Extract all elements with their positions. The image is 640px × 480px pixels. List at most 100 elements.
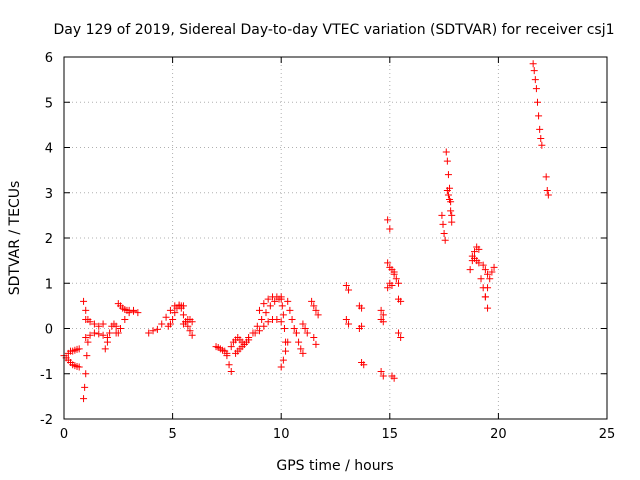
- data-point: [264, 318, 272, 326]
- data-point: [112, 322, 120, 330]
- data-point: [310, 302, 318, 310]
- y-axis-label: SDTVAR / TECUs: [7, 181, 23, 296]
- x-tick-label: 10: [273, 427, 290, 442]
- data-point: [169, 315, 177, 323]
- series-arc-36: [384, 216, 394, 233]
- data-point: [271, 297, 279, 305]
- data-point: [106, 329, 114, 337]
- series-arc-34: [377, 315, 387, 326]
- x-tick-label: 15: [382, 427, 399, 442]
- series-arc-24: [292, 329, 307, 357]
- x-tick-label: 20: [490, 427, 507, 442]
- data-point: [443, 157, 451, 165]
- series-arc-07: [101, 320, 122, 353]
- series-arc-08: [114, 300, 142, 317]
- data-point: [448, 218, 456, 226]
- data-point: [184, 322, 192, 330]
- y-tick-label: 1: [45, 277, 53, 292]
- data-point: [83, 352, 91, 360]
- data-point: [125, 309, 133, 317]
- data-point: [258, 315, 266, 323]
- data-points: [60, 60, 552, 403]
- data-point: [95, 322, 103, 330]
- data-point: [278, 302, 286, 310]
- series-arc-45: [443, 186, 456, 226]
- data-point: [390, 270, 398, 278]
- data-point: [166, 306, 174, 314]
- data-point: [384, 259, 392, 267]
- data-point: [188, 331, 196, 339]
- data-point: [384, 216, 392, 224]
- data-point: [481, 293, 489, 301]
- data-point: [90, 320, 98, 328]
- x-tick-label: 5: [168, 427, 176, 442]
- data-point: [443, 186, 451, 194]
- data-point: [384, 284, 392, 292]
- data-point: [397, 334, 405, 342]
- plot-frame: [63, 56, 608, 420]
- series-arc-33: [377, 306, 387, 319]
- data-point: [397, 297, 405, 305]
- x-tick-label: 25: [599, 427, 616, 442]
- data-point: [245, 334, 253, 342]
- series-arc-14: [212, 343, 231, 357]
- series-arc-38: [384, 279, 396, 292]
- data-point: [255, 306, 263, 314]
- y-tick-label: 4: [45, 142, 53, 157]
- data-point: [284, 338, 292, 346]
- data-point: [82, 306, 90, 314]
- data-point: [301, 325, 309, 332]
- data-point: [535, 112, 543, 120]
- data-point: [273, 315, 281, 323]
- series-arc-52: [542, 173, 552, 199]
- data-point: [299, 320, 307, 328]
- data-point: [312, 340, 320, 348]
- series-arc-01: [60, 352, 83, 371]
- data-point: [286, 306, 294, 314]
- data-point: [544, 191, 552, 199]
- data-point: [358, 322, 366, 330]
- data-point: [227, 367, 235, 375]
- series-arc-28: [342, 282, 353, 294]
- series-arc-44: [442, 148, 456, 219]
- series-arc-05: [82, 315, 107, 330]
- data-point: [149, 327, 157, 335]
- data-point: [538, 141, 546, 149]
- data-point: [342, 315, 350, 323]
- data-point: [310, 334, 318, 342]
- series-arc-06: [82, 329, 111, 342]
- data-point: [442, 148, 450, 156]
- data-point: [116, 325, 124, 332]
- data-point: [262, 309, 270, 317]
- series-arc-10: [145, 301, 187, 337]
- x-tick-label: 0: [60, 427, 68, 442]
- series-arc-32: [358, 358, 368, 369]
- data-point: [444, 171, 452, 179]
- y-tick-label: 0: [45, 323, 53, 338]
- data-point: [530, 67, 538, 75]
- data-point: [95, 330, 103, 338]
- data-point: [475, 245, 483, 253]
- data-point: [488, 268, 496, 276]
- data-point: [377, 306, 385, 314]
- series-arc-31: [355, 322, 366, 332]
- data-point: [171, 309, 179, 317]
- data-point: [251, 329, 259, 337]
- data-point: [481, 266, 489, 274]
- series-arc-43: [438, 211, 449, 244]
- data-point: [299, 349, 307, 357]
- data-point: [177, 304, 185, 312]
- data-point: [440, 229, 448, 237]
- data-point: [379, 318, 387, 326]
- data-point: [303, 329, 311, 337]
- data-point: [290, 325, 298, 332]
- y-tick-label: 3: [45, 187, 53, 202]
- y-tick-label: 6: [45, 51, 53, 66]
- data-point: [130, 306, 138, 314]
- data-point: [225, 361, 233, 369]
- data-point: [360, 361, 368, 369]
- series-arc-49: [481, 263, 498, 301]
- data-point: [466, 266, 474, 274]
- data-point: [145, 329, 153, 337]
